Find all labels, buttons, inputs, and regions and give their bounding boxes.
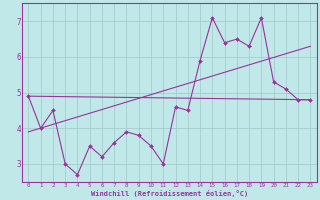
X-axis label: Windchill (Refroidissement éolien,°C): Windchill (Refroidissement éolien,°C) — [91, 190, 248, 197]
